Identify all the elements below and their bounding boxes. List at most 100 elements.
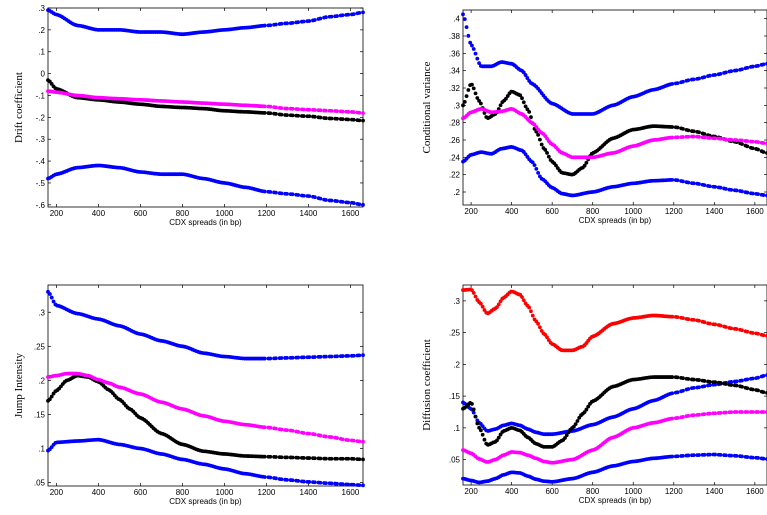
data-point (296, 193, 301, 197)
x-tick-label: 1200 (665, 487, 683, 496)
data-point (318, 480, 323, 485)
data-point (750, 410, 755, 414)
data-point (723, 186, 728, 191)
y-tick-label: .28 (449, 119, 461, 128)
data-point (340, 13, 345, 18)
x-tick-label: 400 (505, 207, 519, 216)
data-point (285, 428, 289, 433)
data-point (301, 479, 306, 484)
data-point (268, 190, 273, 194)
y-tick-label: .3 (38, 308, 45, 317)
data-point (312, 355, 317, 359)
data-point (351, 117, 356, 122)
data-point (268, 111, 273, 116)
data-point (686, 317, 691, 322)
data-point (745, 139, 750, 144)
data-point (686, 387, 691, 391)
data-point (346, 12, 351, 17)
x-tick-label: 1600 (746, 487, 764, 496)
data-point (750, 146, 755, 151)
data-point (546, 154, 551, 159)
data-point (697, 134, 701, 139)
data-point (324, 354, 328, 359)
data-point (318, 433, 323, 438)
data-point (707, 73, 712, 78)
data-point (498, 103, 503, 108)
data-point (301, 114, 306, 118)
data-point (312, 432, 317, 437)
data-point (473, 91, 478, 96)
data-point (307, 431, 312, 436)
x-tick-label: 200 (464, 207, 478, 216)
data-point (707, 379, 712, 384)
data-point (681, 135, 685, 139)
data-point (697, 76, 701, 81)
data-point (274, 105, 278, 110)
data-point (268, 475, 273, 480)
data-point (745, 329, 750, 334)
data-point (729, 379, 734, 384)
data-point (290, 106, 295, 111)
data-point (761, 390, 766, 395)
data-point (518, 93, 523, 98)
data-point (750, 191, 755, 196)
data-point (697, 318, 701, 323)
data-point (318, 16, 323, 21)
x-tick-label: 1200 (665, 207, 683, 216)
data-point (279, 112, 284, 117)
data-point (691, 134, 696, 139)
y-tick-label: .05 (34, 479, 46, 488)
x-tick-label: 1400 (705, 207, 723, 216)
y-tick-label: -.2 (36, 113, 46, 122)
data-point (697, 378, 701, 382)
y-tick-label: -.6 (36, 201, 46, 210)
y-axis-label: Conditional variance (421, 61, 433, 153)
data-point (718, 185, 723, 190)
series-3 (46, 371, 365, 444)
data-point (729, 69, 734, 74)
data-point (675, 416, 680, 420)
data-point (707, 452, 712, 457)
data-point (573, 422, 578, 427)
data-point (301, 19, 306, 24)
data-point (686, 453, 691, 458)
data-point (756, 192, 760, 196)
y-tick-label: -.5 (36, 179, 46, 188)
data-point (268, 454, 273, 459)
plot-area (462, 9, 767, 206)
data-point (729, 188, 734, 192)
data-point (564, 433, 569, 438)
data-point (262, 23, 267, 28)
data-point (761, 150, 766, 154)
data-point (756, 63, 760, 68)
data-point (470, 43, 474, 48)
data-point (475, 421, 480, 426)
data-point (536, 132, 541, 137)
data-point (335, 109, 339, 114)
x-tick-label: 800 (176, 209, 190, 218)
data-point (285, 455, 289, 460)
y-tick-label: .2 (38, 26, 45, 35)
data-point (670, 125, 675, 129)
data-point (290, 355, 295, 360)
data-point (761, 193, 766, 197)
data-point (318, 354, 323, 359)
data-point (734, 68, 739, 73)
data-point (290, 428, 295, 433)
data-point (675, 390, 680, 395)
data-point (478, 428, 483, 433)
x-tick-label: 400 (505, 487, 519, 496)
y-tick-label: .25 (34, 342, 46, 351)
x-tick-label: 1000 (624, 207, 642, 216)
data-point (723, 382, 728, 386)
chart-panel-2: 200 400 600 800 1000 1200 1400 1600 .4 .38 .36 .34.… (421, 9, 767, 225)
data-point (536, 321, 541, 326)
data-point (534, 166, 539, 171)
data-point (750, 376, 755, 381)
data-point (697, 453, 701, 457)
data-point (523, 104, 528, 109)
data-point (697, 182, 701, 186)
data-point (537, 137, 542, 142)
y-tick-label: .34 (449, 67, 461, 76)
data-point (361, 457, 365, 462)
